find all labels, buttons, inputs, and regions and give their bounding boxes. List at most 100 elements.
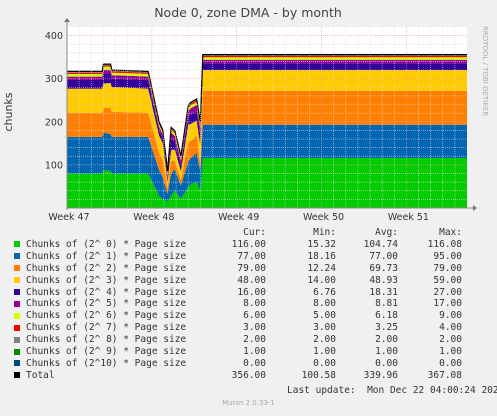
legend-cur-value: 3.00 <box>243 322 266 334</box>
y-tick-label: 400 <box>45 31 63 42</box>
legend-max-value: 59.00 <box>433 274 462 286</box>
legend-max-value: 0.00 <box>439 357 462 369</box>
legend-max-value: 1.00 <box>439 346 462 357</box>
x-tick-label: Week 51 <box>388 212 429 223</box>
legend-min-value: 2.00 <box>313 334 336 346</box>
legend-avg-value: 0.00 <box>375 357 398 369</box>
legend-max-value: 116.08 <box>427 238 462 250</box>
legend-avg-value: 104.74 <box>363 238 398 250</box>
series-area-4 <box>67 63 467 183</box>
legend-label: Chunks of (2^ 9) * Page size <box>26 346 187 357</box>
legend-cur-value: 79.00 <box>237 262 266 274</box>
legend-min-value: 0.00 <box>313 357 336 369</box>
legend-swatch <box>14 372 20 379</box>
legend-max-value: 79.00 <box>433 262 462 274</box>
legend-cur-value: 16.00 <box>237 286 266 298</box>
legend-min-value: 12.24 <box>307 262 336 274</box>
chart-title: Node 0, zone DMA - by month <box>154 5 342 20</box>
legend-max-value: 2.00 <box>439 334 462 346</box>
legend-min-value: 100.58 <box>301 369 336 381</box>
x-tick-label: Week 49 <box>218 212 259 223</box>
total-line <box>67 54 467 172</box>
legend-label: Total <box>26 369 55 381</box>
legend-cur-value: 48.00 <box>237 274 266 286</box>
legend-avg-value: 3.25 <box>375 322 398 334</box>
legend-max-value: 27.00 <box>433 286 462 298</box>
y-tick-label: 100 <box>45 160 63 171</box>
legend-swatch <box>14 277 20 284</box>
legend-min-value: 6.76 <box>313 286 336 298</box>
series-area-3 <box>67 70 467 189</box>
munin-version: Munin 2.0.33-1 <box>222 399 275 407</box>
legend-label: Chunks of (2^ 3) * Page size <box>26 274 187 286</box>
legend-header-cell: Min: <box>313 227 336 238</box>
legend-min-value: 1.00 <box>313 346 336 357</box>
series-area-2 <box>67 90 467 194</box>
y-axis-label: chunks <box>2 92 15 131</box>
legend-cur-value: 8.00 <box>243 298 266 310</box>
legend-cur-value: 0.00 <box>243 357 266 369</box>
x-axis-arrow <box>473 205 477 211</box>
legend-cur-value: 6.00 <box>243 310 266 322</box>
legend-avg-value: 8.81 <box>375 298 398 310</box>
legend-swatch <box>14 265 20 272</box>
legend-swatch <box>14 253 20 260</box>
legend-max-value: 4.00 <box>439 322 462 334</box>
legend-min-value: 18.16 <box>307 250 336 262</box>
legend-cur-value: 77.00 <box>237 250 266 262</box>
legend-label: Chunks of (2^10) * Page size <box>26 357 187 369</box>
series-area-5 <box>67 59 467 180</box>
last-update: Last update: Mon Dec 22 04:00:24 2025 <box>287 385 497 396</box>
legend-label: Chunks of (2^ 6) * Page size <box>26 310 187 322</box>
legend-swatch <box>14 241 20 248</box>
legend-header-cell: Avg: <box>375 227 398 238</box>
legend-label: Chunks of (2^ 1) * Page size <box>26 250 187 262</box>
legend-max-value: 95.00 <box>433 250 462 262</box>
legend-avg-value: 1.00 <box>375 346 398 357</box>
y-axis-arrow <box>64 18 70 22</box>
legend-label: Chunks of (2^ 8) * Page size <box>26 334 187 346</box>
legend-min-value: 5.00 <box>313 310 336 322</box>
legend-header-cell: Cur: <box>243 227 266 238</box>
legend-header-cell: Max: <box>439 227 462 238</box>
legend-cur-value: 356.00 <box>231 369 266 381</box>
legend-label: Chunks of (2^ 7) * Page size <box>26 322 187 334</box>
legend-avg-value: 69.73 <box>369 262 398 274</box>
legend-max-value: 367.08 <box>427 369 462 381</box>
legend-swatch <box>14 336 20 343</box>
legend-swatch <box>14 360 20 367</box>
legend-swatch <box>14 324 20 331</box>
x-tick-label: Week 47 <box>48 212 89 223</box>
legend-max-value: 9.00 <box>439 310 462 322</box>
plot-area: 100 200 300 400 Week 47 Week 48 Week 49 Week 50… <box>45 18 477 223</box>
legend-swatch <box>14 312 20 319</box>
legend-label: Chunks of (2^ 5) * Page size <box>26 298 187 310</box>
legend-label: Chunks of (2^ 0) * Page size <box>26 238 187 250</box>
legend-max-value: 17.00 <box>433 298 462 310</box>
legend-swatch <box>14 289 20 295</box>
rrdtool-credit: RRDTOOL / TOBI OETIKER <box>481 26 489 116</box>
x-tick-label: Week 50 <box>303 212 344 223</box>
legend-cur-value: 1.00 <box>243 346 266 357</box>
legend-min-value: 15.32 <box>307 238 336 250</box>
legend-swatch <box>14 348 20 355</box>
legend-label: Chunks of (2^ 4) * Page size <box>26 286 187 298</box>
series-area-6 <box>67 57 467 176</box>
legend-min-value: 14.00 <box>307 274 336 286</box>
series-area-0 <box>67 158 467 208</box>
legend-avg-value: 18.31 <box>369 286 398 298</box>
legend-avg-value: 339.96 <box>363 369 398 381</box>
y-tick-label: 200 <box>45 117 63 128</box>
legend-avg-value: 77.00 <box>369 250 398 262</box>
legend-swatch <box>14 300 20 307</box>
legend-avg-value: 2.00 <box>375 334 398 346</box>
legend-cur-value: 116.00 <box>231 238 266 250</box>
legend-avg-value: 6.18 <box>375 310 398 322</box>
legend-min-value: 8.00 <box>313 298 336 310</box>
y-tick-label: 300 <box>45 74 63 85</box>
legend-min-value: 3.00 <box>313 322 336 334</box>
legend-avg-value: 48.93 <box>369 274 398 286</box>
legend-label: Chunks of (2^ 2) * Page size <box>26 262 187 274</box>
